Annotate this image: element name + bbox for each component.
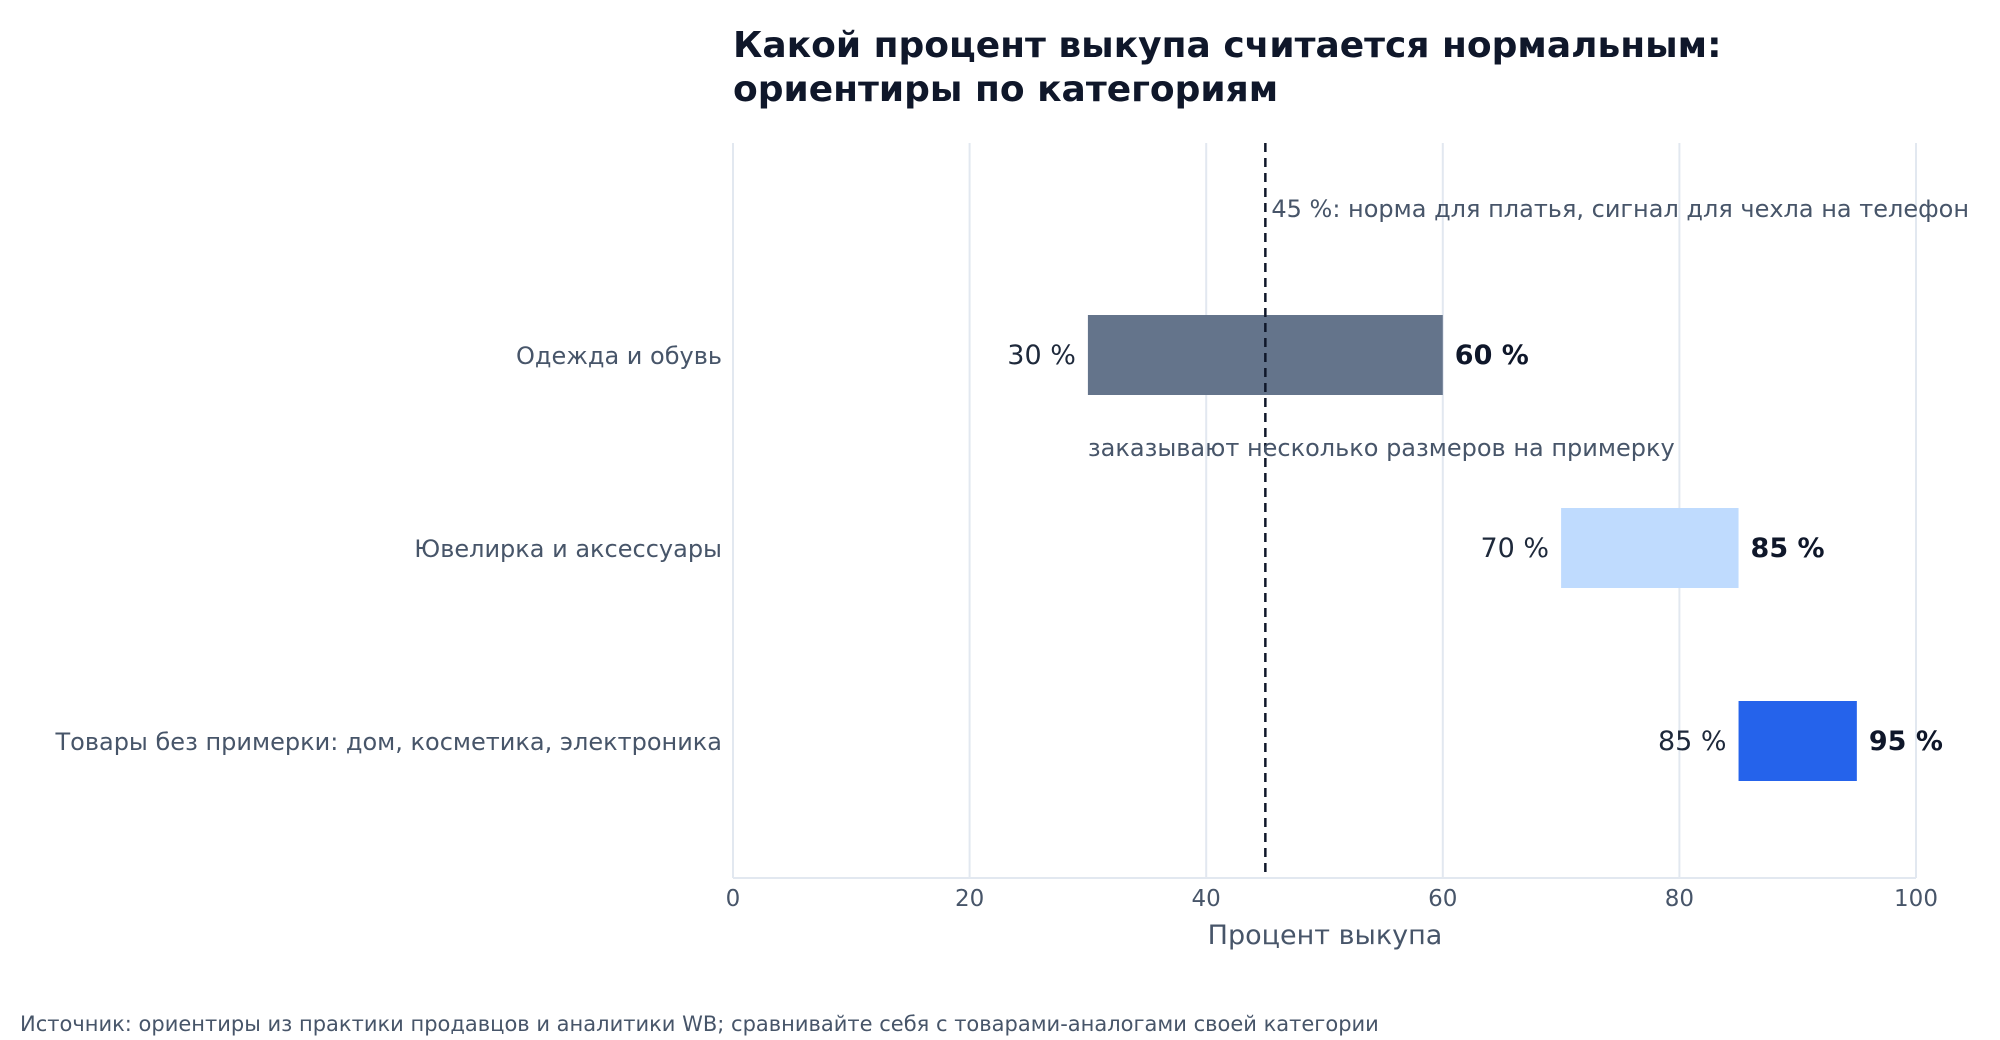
- grid-lines: [732, 143, 1917, 878]
- bar-annotation-1: заказывают несколько размеров на примерк…: [1088, 434, 1675, 462]
- range-high-label-1: 60 %: [1455, 340, 1529, 371]
- category-label-2: Ювелирка и аксессуары: [414, 535, 722, 563]
- reference-line-label: 45 %: норма для платья, сигнал для чехла…: [1271, 195, 1969, 223]
- x-axis: 0 20 40 60 80 100: [726, 877, 1938, 912]
- chart-title-line-2: ориентиры по категориям: [733, 69, 1279, 110]
- category-label-3: Товары без примерки: дом, косметика, эле…: [55, 728, 723, 756]
- x-tick-label-100: 100: [1894, 886, 1938, 912]
- x-tick-label-20: 20: [955, 886, 984, 912]
- x-tick-label-80: 80: [1665, 886, 1694, 912]
- chart-title: Какой процент выкупа считается нормальны…: [733, 24, 1722, 112]
- x-tick-label-60: 60: [1428, 886, 1457, 912]
- range-bar-2: [1561, 508, 1739, 588]
- x-axis-title: Процент выкупа: [1208, 920, 1443, 951]
- range-bars: [1087, 315, 1857, 781]
- labels: 30 % 60 % Одежда и обувь 70 % 85 % Ювелирка и…: [55, 340, 1943, 757]
- range-high-label-3: 95 %: [1869, 726, 1943, 757]
- x-tick-label-0: 0: [726, 886, 741, 912]
- source-note: Источник: ориентиры из практики продавцо…: [20, 1012, 1379, 1036]
- range-low-label-2: 70 %: [1480, 533, 1549, 564]
- reference-line-group: 45 %: норма для платья, сигнал для чехла…: [1264, 143, 1969, 878]
- range-low-label-1: 30 %: [1007, 340, 1076, 371]
- x-tick-label-40: 40: [1192, 886, 1221, 912]
- category-label-1: Одежда и обувь: [516, 342, 722, 370]
- range-bar-chart: 45 %: норма для платья, сигнал для чехла…: [55, 143, 1969, 951]
- range-bar-3: [1738, 701, 1857, 781]
- range-low-label-3: 85 %: [1658, 726, 1727, 757]
- chart-title-line-1: Какой процент выкупа считается нормальны…: [733, 25, 1722, 66]
- range-high-label-2: 85 %: [1751, 533, 1825, 564]
